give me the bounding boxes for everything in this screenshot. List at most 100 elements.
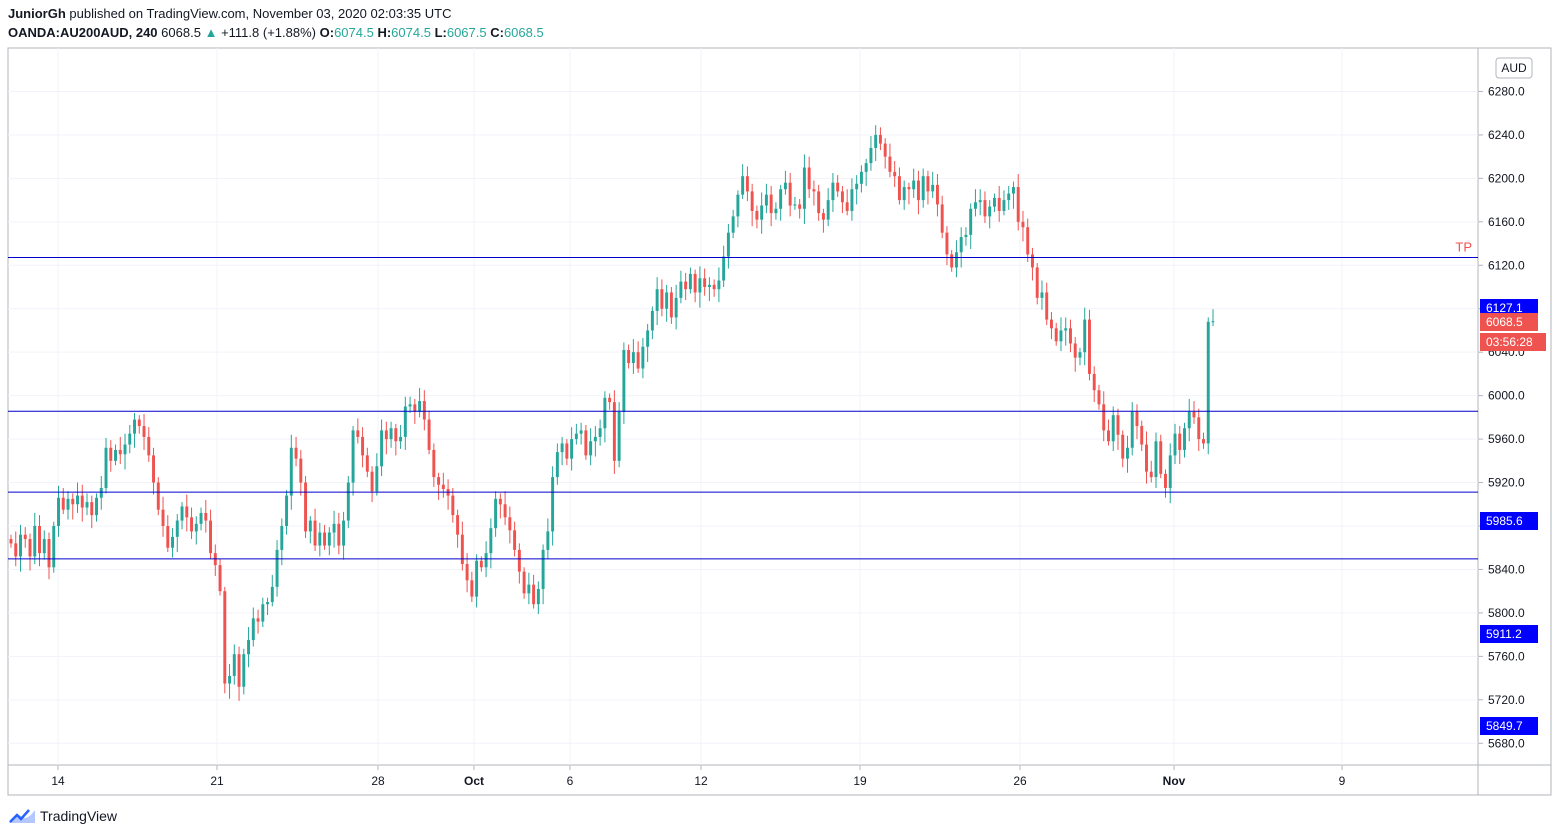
candle-body [560, 443, 564, 453]
price-tick-label: 5840.0 [1488, 562, 1525, 576]
candle-body [532, 584, 536, 605]
candle-body [912, 180, 916, 190]
candle-body [750, 191, 754, 211]
candle-body [565, 443, 569, 459]
candle-body [498, 498, 502, 505]
candle-body [289, 447, 293, 496]
candle-body [1183, 428, 1186, 450]
candle-body [845, 202, 849, 211]
author-name[interactable]: JuniorGh [8, 6, 66, 21]
time-tick-label: Oct [464, 774, 484, 788]
candle-body [237, 654, 241, 687]
candle-body [475, 560, 479, 597]
candle-body [726, 232, 730, 257]
candle-body [365, 455, 369, 472]
tradingview-footer[interactable]: TradingView [8, 806, 117, 826]
candle-body [992, 197, 996, 207]
candle-body [460, 534, 464, 565]
price-label-2: 03:56:28 [1486, 335, 1533, 349]
candle-body [1168, 455, 1172, 488]
candle-body [494, 498, 498, 529]
price-tick-label: 5720.0 [1488, 693, 1525, 707]
candle-body [802, 167, 806, 209]
candle-body [821, 213, 825, 220]
candle-body [579, 430, 583, 434]
candle-body [978, 200, 982, 203]
candle-body [707, 284, 711, 287]
candle-body [1121, 434, 1125, 459]
candle-body [294, 447, 298, 459]
candle-body [783, 182, 787, 190]
candle-body [840, 191, 844, 203]
candle-body [114, 449, 117, 461]
candle-body [71, 498, 75, 505]
candle-body [247, 640, 251, 655]
candle-body [156, 482, 160, 510]
candle-body [42, 539, 46, 554]
candle-body [745, 176, 749, 192]
candle-body [608, 397, 612, 403]
candle-body [389, 428, 393, 440]
candle-body [945, 232, 949, 255]
candle-body [935, 184, 939, 205]
candle-body [1026, 227, 1030, 255]
candle-body [137, 419, 141, 427]
candle-body [555, 452, 559, 478]
candle-body [308, 520, 312, 532]
close-label: C: [490, 25, 504, 40]
candle-body [950, 254, 954, 268]
candle-body [850, 189, 854, 211]
candle-body [313, 520, 317, 546]
price-tick-label: 6160.0 [1488, 215, 1525, 229]
candle-body [859, 171, 863, 184]
candle-body [660, 289, 664, 309]
candle-body [888, 156, 892, 172]
candle-body [593, 436, 597, 442]
candle-body [171, 536, 175, 548]
candle-body [304, 482, 308, 532]
high-label: H: [377, 25, 392, 40]
candle-body [612, 402, 616, 461]
candle-body [261, 604, 265, 622]
open-value: 6074.5 [334, 25, 374, 40]
candle-body [270, 586, 274, 603]
symbol-label[interactable]: OANDA:AU200AUD, 240 [8, 25, 158, 40]
candle-body [80, 495, 84, 508]
last-price: 6068.5 [161, 25, 201, 40]
candle-body [826, 200, 830, 220]
candle-body [893, 171, 897, 177]
candle-body [731, 216, 735, 233]
candle-body [1145, 444, 1148, 472]
candle-body [437, 477, 441, 485]
candle-body [408, 404, 412, 407]
candle-body [275, 549, 279, 587]
price-label-bg-5 [1480, 717, 1538, 735]
candle-body [342, 520, 346, 546]
candle-body [228, 675, 232, 684]
candle-body [427, 419, 431, 450]
candle-body [788, 182, 792, 206]
price-tick-label: 6000.0 [1488, 389, 1525, 403]
price-tick-label: 6240.0 [1488, 128, 1525, 142]
candle-body [760, 205, 764, 220]
price-tick-label: 5800.0 [1488, 606, 1525, 620]
candle-body [1016, 187, 1020, 222]
candle-body [1140, 426, 1144, 445]
candle-body [285, 495, 289, 526]
high-value: 6074.5 [391, 25, 431, 40]
price-label-bg-2 [1480, 333, 1546, 351]
candle-body [1111, 415, 1115, 442]
candle-body [641, 346, 645, 369]
candle-body [413, 404, 417, 412]
candle-body [717, 280, 721, 290]
candle-body [346, 482, 350, 521]
candle-body [9, 539, 13, 544]
candle-body [736, 194, 740, 217]
candle-body [1054, 328, 1058, 342]
time-tick-label: Nov [1163, 774, 1186, 788]
published-text: published on TradingView.com, November 0… [69, 6, 452, 21]
candle-body [1192, 411, 1196, 418]
candle-body [964, 234, 968, 238]
candle-body [76, 495, 79, 505]
